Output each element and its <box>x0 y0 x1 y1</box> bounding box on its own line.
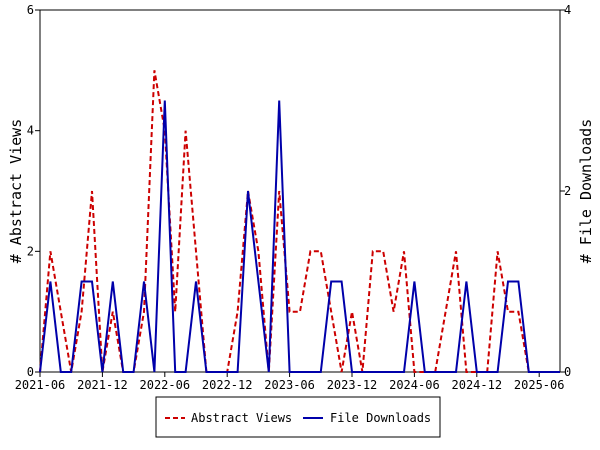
x-tick-label: 2024-06 <box>389 378 440 392</box>
legend-box <box>155 396 441 438</box>
x-tick-label: 2023-06 <box>264 378 315 392</box>
x-tick-label: 2023-12 <box>327 378 378 392</box>
left-tick-label: 0 <box>27 365 34 379</box>
plot-area <box>39 9 561 373</box>
x-tick-label: 2025-06 <box>514 378 565 392</box>
right-axis-title: # File Downloads <box>577 119 595 264</box>
x-tick-label: 2021-06 <box>15 378 66 392</box>
left-axis-title: # Abstract Views <box>7 119 25 264</box>
x-tick-label: 2021-12 <box>77 378 128 392</box>
left-y-axis: 0 2 4 6 <box>27 3 40 379</box>
series-line-file-downloads <box>39 100 560 373</box>
x-axis: 2021-06 2021-12 2022-06 2022-12 2023-06 2023-… <box>15 372 565 392</box>
right-tick-label: 4 <box>564 3 571 17</box>
x-tick-label: 2022-12 <box>202 378 253 392</box>
series-lines <box>39 70 560 373</box>
legend: Abstract Views File Downloads <box>155 396 441 438</box>
left-tick-label: 2 <box>27 244 34 258</box>
right-y-axis: 0 2 4 <box>560 3 571 379</box>
series-line-abstract-views <box>39 70 560 373</box>
legend-label-file-downloads: File Downloads <box>330 411 431 425</box>
left-tick-label: 6 <box>27 3 34 17</box>
right-tick-label: 0 <box>564 365 571 379</box>
legend-label-abstract-views: Abstract Views <box>191 411 292 425</box>
x-tick-label: 2022-06 <box>140 378 191 392</box>
x-tick-label: 2024-12 <box>452 378 503 392</box>
right-tick-label: 2 <box>564 184 571 198</box>
left-tick-label: 4 <box>27 124 34 138</box>
